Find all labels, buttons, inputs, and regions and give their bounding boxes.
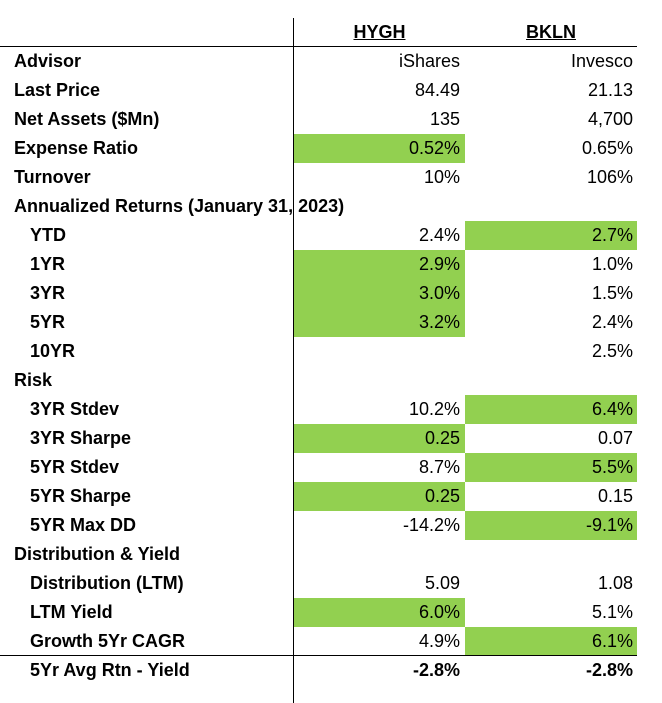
- footer-separator: [0, 655, 637, 656]
- hygh-value: 3.2%: [294, 308, 465, 337]
- bkln-value: 0.15: [597, 486, 633, 506]
- row-label: 5YR Stdev: [30, 457, 120, 477]
- hygh-value: 6.0%: [294, 598, 465, 627]
- bkln-value: [465, 366, 637, 395]
- table-row: 5YR Sharpe 0.25 0.15: [0, 482, 662, 511]
- row-label: LTM Yield: [30, 602, 113, 622]
- row-label: Turnover: [14, 167, 91, 187]
- bkln-value: 2.4%: [591, 312, 633, 332]
- row-label: Risk: [14, 370, 53, 390]
- bkln-value: 6.4%: [465, 395, 637, 424]
- footer-label: 5Yr Avg Rtn - Yield: [30, 660, 190, 680]
- row-label: YTD: [30, 225, 66, 245]
- table-row: Turnover 10% 106%: [0, 163, 662, 192]
- table-row: Distribution (LTM) 5.09 1.08: [0, 569, 662, 598]
- row-label: Distribution (LTM): [30, 573, 184, 593]
- row-label: Distribution & Yield: [14, 544, 181, 564]
- table-row: LTM Yield 6.0% 5.1%: [0, 598, 662, 627]
- table-row: 5YR Stdev 8.7% 5.5%: [0, 453, 662, 482]
- table-row: Expense Ratio 0.52% 0.65%: [0, 134, 662, 163]
- row-label: 3YR: [30, 283, 66, 303]
- row-label: 5YR Max DD: [30, 515, 137, 535]
- row-label: 5YR Sharpe: [30, 486, 132, 506]
- row-label: Annualized Returns (January 31, 2023): [14, 196, 345, 216]
- table-row: Advisor iShares Invesco: [0, 47, 662, 76]
- bkln-value: 5.1%: [591, 602, 633, 622]
- hygh-value: 135: [429, 109, 460, 129]
- table-row: Growth 5Yr CAGR 4.9% 6.1%: [0, 627, 662, 656]
- bkln-value: 4,700: [587, 109, 633, 129]
- table-row: Net Assets ($Mn) 135 4,700: [0, 105, 662, 134]
- bkln-value: 6.1%: [465, 627, 637, 656]
- row-label: 1YR: [30, 254, 66, 274]
- row-label: 3YR Sharpe: [30, 428, 132, 448]
- hygh-value: 0.25: [294, 424, 465, 453]
- footer-bkln-value: -2.8%: [585, 660, 633, 680]
- hygh-value: 4.9%: [418, 631, 460, 651]
- bkln-value: 1.0%: [591, 254, 633, 274]
- table-row: 5YR Max DD -14.2% -9.1%: [0, 511, 662, 540]
- footer-hygh-value: -2.8%: [412, 660, 460, 680]
- hygh-value: [294, 337, 465, 366]
- bkln-value: 1.5%: [591, 283, 633, 303]
- bkln-value: [465, 192, 637, 221]
- hygh-value: 2.9%: [294, 250, 465, 279]
- hygh-value: [294, 540, 465, 569]
- bkln-value: 2.5%: [591, 341, 633, 361]
- bkln-value: [465, 540, 637, 569]
- header-underline: [0, 46, 637, 47]
- bkln-value: 21.13: [587, 80, 633, 100]
- row-label: Advisor: [14, 51, 82, 71]
- table-row: 1YR 2.9% 1.0%: [0, 250, 662, 279]
- hygh-value: 0.52%: [294, 134, 465, 163]
- row-label: 10YR: [30, 341, 76, 361]
- table-row: Distribution & Yield: [0, 540, 662, 569]
- hygh-value: 84.49: [414, 80, 460, 100]
- footer-row: 5Yr Avg Rtn - Yield -2.8% -2.8%: [0, 656, 662, 685]
- bkln-value: 1.08: [597, 573, 633, 593]
- row-label: Growth 5Yr CAGR: [30, 631, 186, 651]
- row-label: 5YR: [30, 312, 66, 332]
- hygh-value: 10%: [423, 167, 460, 187]
- bkln-value: Invesco: [570, 51, 633, 71]
- bkln-value: 0.07: [597, 428, 633, 448]
- hygh-value: [294, 366, 465, 395]
- table-row: 10YR 2.5%: [0, 337, 662, 366]
- bkln-value: 5.5%: [465, 453, 637, 482]
- hygh-value: 10.2%: [408, 399, 460, 419]
- hygh-ticker-header: HYGH: [353, 22, 406, 42]
- table-row: 3YR Sharpe 0.25 0.07: [0, 424, 662, 453]
- table-row: Annualized Returns (January 31, 2023): [0, 192, 662, 221]
- table-row: 3YR Stdev 10.2% 6.4%: [0, 395, 662, 424]
- row-label: 3YR Stdev: [30, 399, 120, 419]
- hygh-value: 8.7%: [418, 457, 460, 477]
- hygh-value: 5.09: [424, 573, 460, 593]
- table-row: Last Price 84.49 21.13: [0, 76, 662, 105]
- hygh-value: [294, 192, 465, 221]
- row-label: Expense Ratio: [14, 138, 139, 158]
- table-row: 5YR 3.2% 2.4%: [0, 308, 662, 337]
- column-divider: [293, 18, 294, 703]
- hygh-value: 3.0%: [294, 279, 465, 308]
- row-label: Last Price: [14, 80, 101, 100]
- hygh-value: 0.25: [294, 482, 465, 511]
- hygh-value: iShares: [398, 51, 460, 71]
- hygh-value: -14.2%: [402, 515, 460, 535]
- bkln-ticker-header: BKLN: [526, 22, 576, 42]
- row-label: Net Assets ($Mn): [14, 109, 160, 129]
- table-row: 3YR 3.0% 1.5%: [0, 279, 662, 308]
- hygh-value: 2.4%: [418, 225, 460, 245]
- bkln-value: 106%: [586, 167, 633, 187]
- bkln-value: 2.7%: [465, 221, 637, 250]
- table-row: Risk: [0, 366, 662, 395]
- header-row: HYGH BKLN: [0, 18, 662, 47]
- table-row: YTD 2.4% 2.7%: [0, 221, 662, 250]
- bkln-value: -9.1%: [465, 511, 637, 540]
- bkln-value: 0.65%: [581, 138, 633, 158]
